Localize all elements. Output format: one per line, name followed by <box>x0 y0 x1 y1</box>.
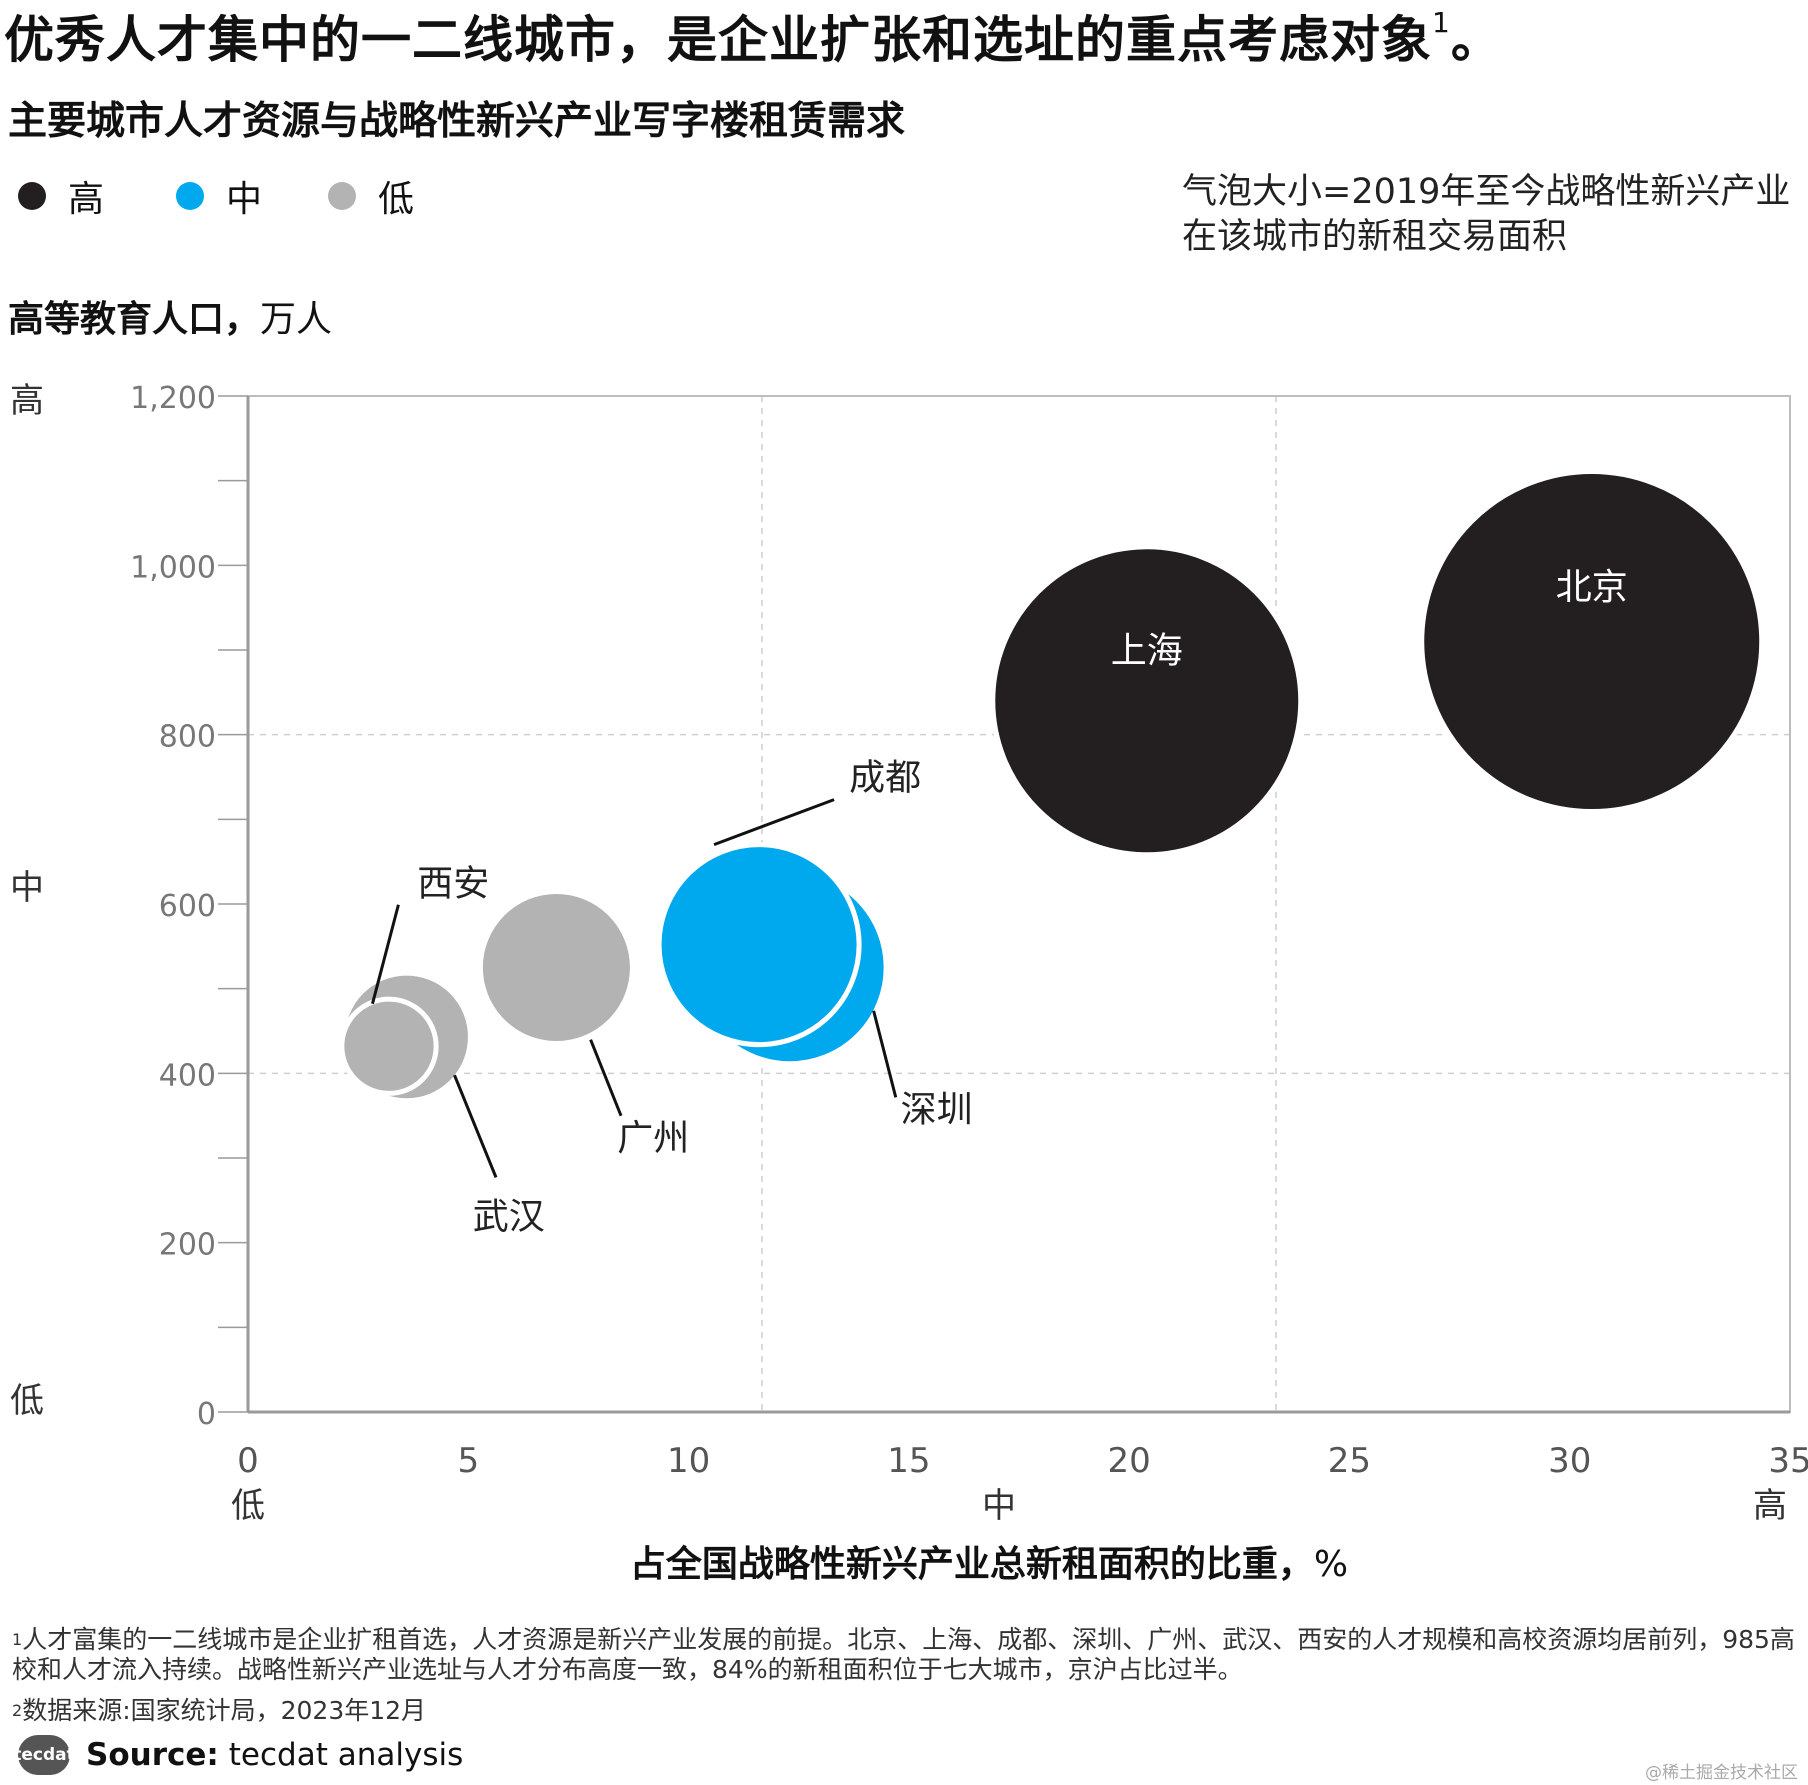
bubble-西安 <box>339 996 439 1096</box>
x-tick-label: 10 <box>667 1441 710 1481</box>
leader-成都 <box>713 798 835 847</box>
legend-item-mid: 中 <box>176 170 262 222</box>
leader-西安 <box>371 904 400 1005</box>
chart-subtitle: 主要城市人才资源与战略性新兴产业写字楼租赁需求 <box>8 99 906 144</box>
y-axis-title: 高等教育人口，万人 <box>8 290 332 342</box>
y-tick-label: 200 <box>159 1228 216 1263</box>
label-leaders <box>371 798 898 1178</box>
x-level-label: 中 <box>982 1486 1016 1526</box>
chart-title: 优秀人才集中的一二线城市，是企业扩张和选址的重点考虑对象1。 <box>4 0 1502 72</box>
bubble-label-成都: 成都 <box>849 758 921 799</box>
legend-swatch-low <box>328 182 356 210</box>
leader-武汉 <box>453 1074 498 1178</box>
x-level-label: 高 <box>1753 1486 1787 1526</box>
y-level-label: 高 <box>10 381 44 421</box>
x-axis-title: 占全国战略性新兴产业总新租面积的比重，% <box>0 1535 1808 1587</box>
bubble-label-武汉: 武汉 <box>473 1196 545 1237</box>
chart-title-text: 优秀人才集中的一二线城市，是企业扩张和选址的重点考虑对象 <box>4 11 1432 69</box>
x-axis-unit: % <box>1313 1544 1349 1585</box>
bubble-label-西安: 西安 <box>417 863 489 904</box>
title-footnote-marker: 1 <box>1432 6 1451 39</box>
bubble-上海 <box>990 544 1304 858</box>
bubble-成都 <box>656 842 862 1048</box>
legend-label-low: 低 <box>378 179 415 220</box>
y-tick-label: 1,000 <box>130 550 216 585</box>
watermark: @稀土掘金技术社区 <box>1645 1763 1798 1783</box>
bubble-size-note: 气泡大小=2019年至今战略性新兴产业在该城市的新租交易面积 <box>1182 172 1791 257</box>
y-tick-label: 0 <box>197 1397 216 1432</box>
y-axis-unit: 万人 <box>260 299 333 340</box>
title-end: 。 <box>1450 11 1502 69</box>
bubble-北京 <box>1419 469 1765 815</box>
footnote-2-marker: 2 <box>12 1701 23 1720</box>
y-level-label: 中 <box>10 868 44 908</box>
y-tick-label: 400 <box>159 1058 216 1093</box>
footnote-1-marker: 1 <box>12 1630 23 1649</box>
footnote-2: 2数据来源:国家统计局，2023年12月 <box>12 1696 1802 1726</box>
x-tick-label: 20 <box>1108 1441 1151 1481</box>
x-tick-label: 30 <box>1548 1441 1591 1481</box>
legend-item-high: 高 <box>18 170 104 222</box>
footnote-1: 1人才富集的一二线城市是企业扩租首选，人才资源是新兴产业发展的前提。北京、上海、… <box>12 1625 1802 1685</box>
legend-label-mid: 中 <box>226 179 263 220</box>
x-tick-label: 5 <box>457 1441 479 1481</box>
bubble-label-上海: 上海 <box>1111 630 1183 671</box>
y-tick-label: 800 <box>159 720 216 755</box>
bubbles <box>339 469 1765 1104</box>
source-label: Source: <box>86 1737 219 1773</box>
leader-广州 <box>589 1039 623 1117</box>
y-tick-label: 1,200 <box>130 381 216 416</box>
bubble-label-深圳: 深圳 <box>901 1089 973 1130</box>
bubble-广州 <box>477 888 635 1047</box>
y-tick-label: 600 <box>159 889 216 924</box>
legend-item-low: 低 <box>328 170 414 222</box>
y-axis-title-text: 高等教育人口， <box>8 299 261 340</box>
leader-深圳 <box>872 1010 898 1098</box>
legend-swatch-mid <box>176 182 204 210</box>
legend-swatch-high <box>18 182 46 210</box>
x-level-label: 低 <box>231 1486 265 1526</box>
x-axis-title-text: 占全国战略性新兴产业总新租面积的比重， <box>629 1544 1314 1585</box>
x-tick-label: 0 <box>237 1441 259 1481</box>
x-tick-label: 15 <box>887 1441 930 1481</box>
footnote-1-text: 人才富集的一二线城市是企业扩租首选，人才资源是新兴产业发展的前提。北京、上海、成… <box>12 1625 1795 1684</box>
footnote-2-text: 数据来源:国家统计局，2023年12月 <box>22 1696 427 1725</box>
legend-label-high: 高 <box>68 179 105 220</box>
tecdat-logo: tecdat <box>13 1735 75 1775</box>
y-level-label: 低 <box>10 1381 44 1421</box>
bubble-label-北京: 北京 <box>1556 567 1628 608</box>
source-text: tecdat analysis <box>228 1737 464 1773</box>
x-tick-label: 35 <box>1768 1441 1808 1481</box>
x-tick-label: 25 <box>1328 1441 1371 1481</box>
source-line: tecdat Source: tecdat analysis <box>13 1735 464 1775</box>
bubble-label-广州: 广州 <box>617 1118 689 1159</box>
